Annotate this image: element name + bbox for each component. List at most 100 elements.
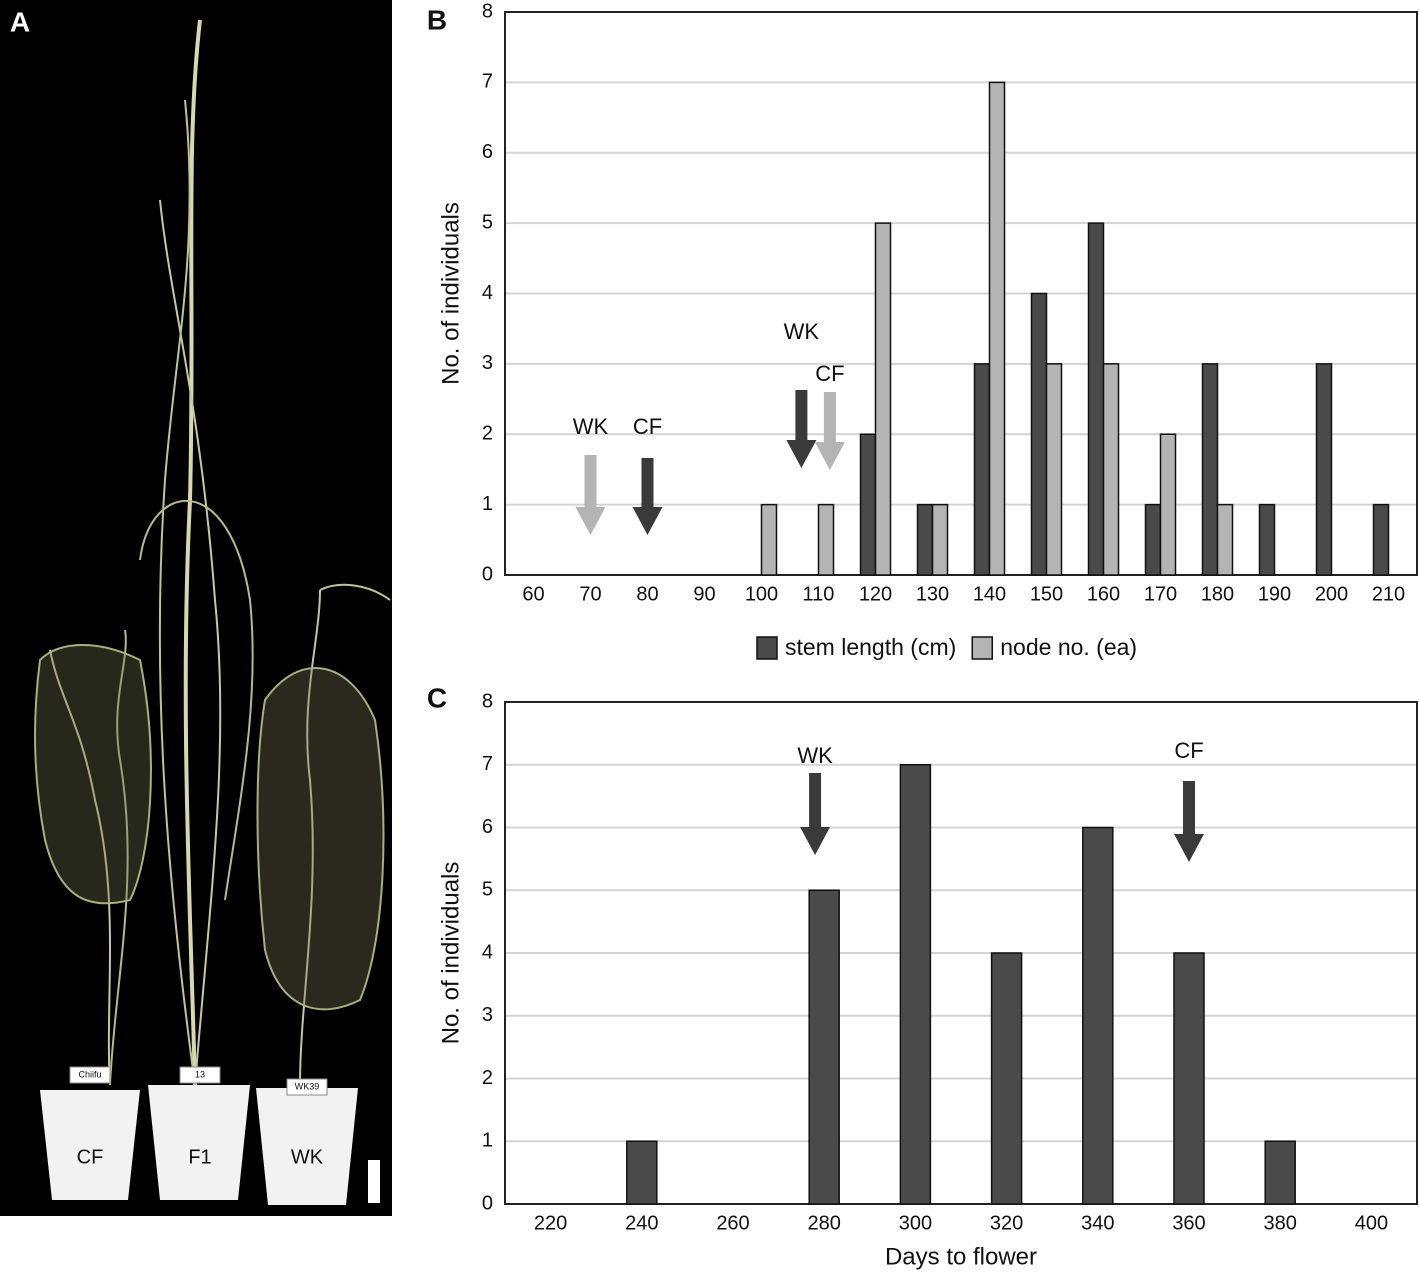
x-tick-label: 120 <box>859 583 892 605</box>
x-tick-label: 100 <box>745 583 778 605</box>
pot-tag-label: WK39 <box>295 1081 320 1091</box>
bar <box>1315 363 1333 576</box>
pot-label: F1 <box>188 1146 211 1168</box>
bar <box>1144 503 1162 576</box>
bar <box>859 433 877 576</box>
y-tick-label: 0 <box>482 563 493 585</box>
x-tick-label: 70 <box>579 583 601 605</box>
legend-swatch <box>756 636 778 660</box>
annotation-label: WK <box>784 319 820 344</box>
annotation-label: WK <box>573 414 609 439</box>
x-tick-label: 200 <box>1315 583 1348 605</box>
pot-tag-label: Chiifu <box>78 1069 101 1079</box>
y-axis-label: No. of individuals <box>437 202 464 385</box>
x-tick-label: 360 <box>1172 1212 1205 1234</box>
legend-label: stem length (cm) <box>785 634 956 660</box>
plants <box>34 19 391 1086</box>
y-tick-label: 0 <box>482 1192 493 1214</box>
y-tick-label: 3 <box>482 352 493 374</box>
bar <box>1258 503 1276 576</box>
x-tick-label: 110 <box>803 583 835 605</box>
bar <box>1372 503 1390 576</box>
y-tick-label: 1 <box>482 493 493 515</box>
x-tick-label: 90 <box>693 583 715 605</box>
x-axis-label: Days to flower <box>885 1243 1037 1270</box>
x-tick-label: 150 <box>1030 583 1063 605</box>
bar <box>1159 433 1177 576</box>
bar <box>916 503 934 576</box>
bar <box>899 764 932 1205</box>
annotation-label: CF <box>815 361 844 386</box>
bar <box>1087 222 1105 576</box>
legend-label: node no. (ea) <box>1000 634 1137 660</box>
pot-tag-label: 13 <box>195 1069 205 1079</box>
y-tick-label: 5 <box>482 879 493 901</box>
y-tick-label: 3 <box>482 1004 493 1026</box>
annotation-arrow <box>575 455 606 535</box>
x-tick-label: 160 <box>1087 583 1120 605</box>
annotation-arrow <box>786 390 817 468</box>
annotation-label: WK <box>797 743 833 768</box>
panel-label: C <box>427 682 447 713</box>
x-tick-label: 130 <box>916 583 949 605</box>
pot-tag <box>69 1066 111 1084</box>
bar <box>1264 1140 1296 1205</box>
bar <box>990 952 1023 1205</box>
pot-tag <box>286 1078 328 1096</box>
pot-label: WK <box>291 1146 324 1168</box>
bar <box>1045 363 1063 576</box>
x-tick-label: 170 <box>1144 583 1177 605</box>
bar <box>1216 503 1234 576</box>
y-tick-label: 5 <box>482 211 493 233</box>
bar <box>1201 363 1219 576</box>
bar <box>1082 826 1114 1205</box>
pots <box>40 1085 358 1205</box>
y-axis-label: No. of individuals <box>437 862 464 1045</box>
bar <box>808 889 840 1205</box>
bar <box>931 503 949 576</box>
y-tick-label: 1 <box>482 1130 493 1152</box>
plot-frame <box>504 701 1418 1205</box>
plot-frame <box>504 11 1418 576</box>
bar <box>817 503 835 576</box>
y-tick-label: 6 <box>482 141 493 163</box>
y-tick-label: 2 <box>482 1067 493 1089</box>
x-tick-label: 400 <box>1355 1212 1388 1234</box>
x-tick-label: 320 <box>990 1212 1023 1234</box>
bar <box>626 1140 658 1205</box>
y-tick-label: 2 <box>482 423 493 445</box>
pot-label: CF <box>77 1146 104 1168</box>
x-tick-label: 60 <box>522 583 544 605</box>
annotation-arrow <box>814 392 845 470</box>
panel-label: A <box>10 6 30 37</box>
y-tick-label: 7 <box>482 71 493 93</box>
bar <box>988 81 1006 576</box>
bar <box>1030 292 1048 576</box>
panel-label: B <box>427 4 447 35</box>
bar <box>760 503 778 576</box>
bar <box>1102 363 1120 576</box>
y-tick-label: 8 <box>482 0 493 22</box>
x-tick-label: 340 <box>1081 1212 1114 1234</box>
x-tick-label: 220 <box>534 1212 567 1234</box>
annotation-label: CF <box>633 414 662 439</box>
x-tick-label: 240 <box>625 1212 658 1234</box>
annotation-arrow <box>1174 781 1204 862</box>
x-tick-label: 180 <box>1201 583 1234 605</box>
x-tick-label: 280 <box>808 1212 841 1234</box>
annotation-arrow <box>800 773 831 855</box>
photo-background <box>0 0 392 1216</box>
pot-tag <box>179 1066 221 1084</box>
scale-bar <box>368 1160 380 1203</box>
x-tick-label: 140 <box>973 583 1006 605</box>
x-tick-label: 260 <box>716 1212 749 1234</box>
y-tick-label: 4 <box>482 941 493 963</box>
x-tick-label: 210 <box>1372 583 1405 605</box>
legend-swatch <box>971 636 994 660</box>
y-tick-label: 7 <box>482 753 493 775</box>
annotation-label: CF <box>1174 738 1203 763</box>
y-tick-label: 4 <box>482 282 493 304</box>
x-tick-label: 380 <box>1264 1212 1297 1234</box>
y-tick-label: 8 <box>482 690 493 712</box>
